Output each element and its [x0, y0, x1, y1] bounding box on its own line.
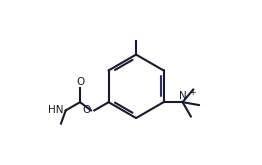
Text: N: N	[179, 91, 187, 101]
Text: HN: HN	[48, 105, 64, 116]
Text: +: +	[189, 88, 195, 97]
Text: O: O	[76, 77, 84, 87]
Text: O: O	[83, 105, 91, 116]
